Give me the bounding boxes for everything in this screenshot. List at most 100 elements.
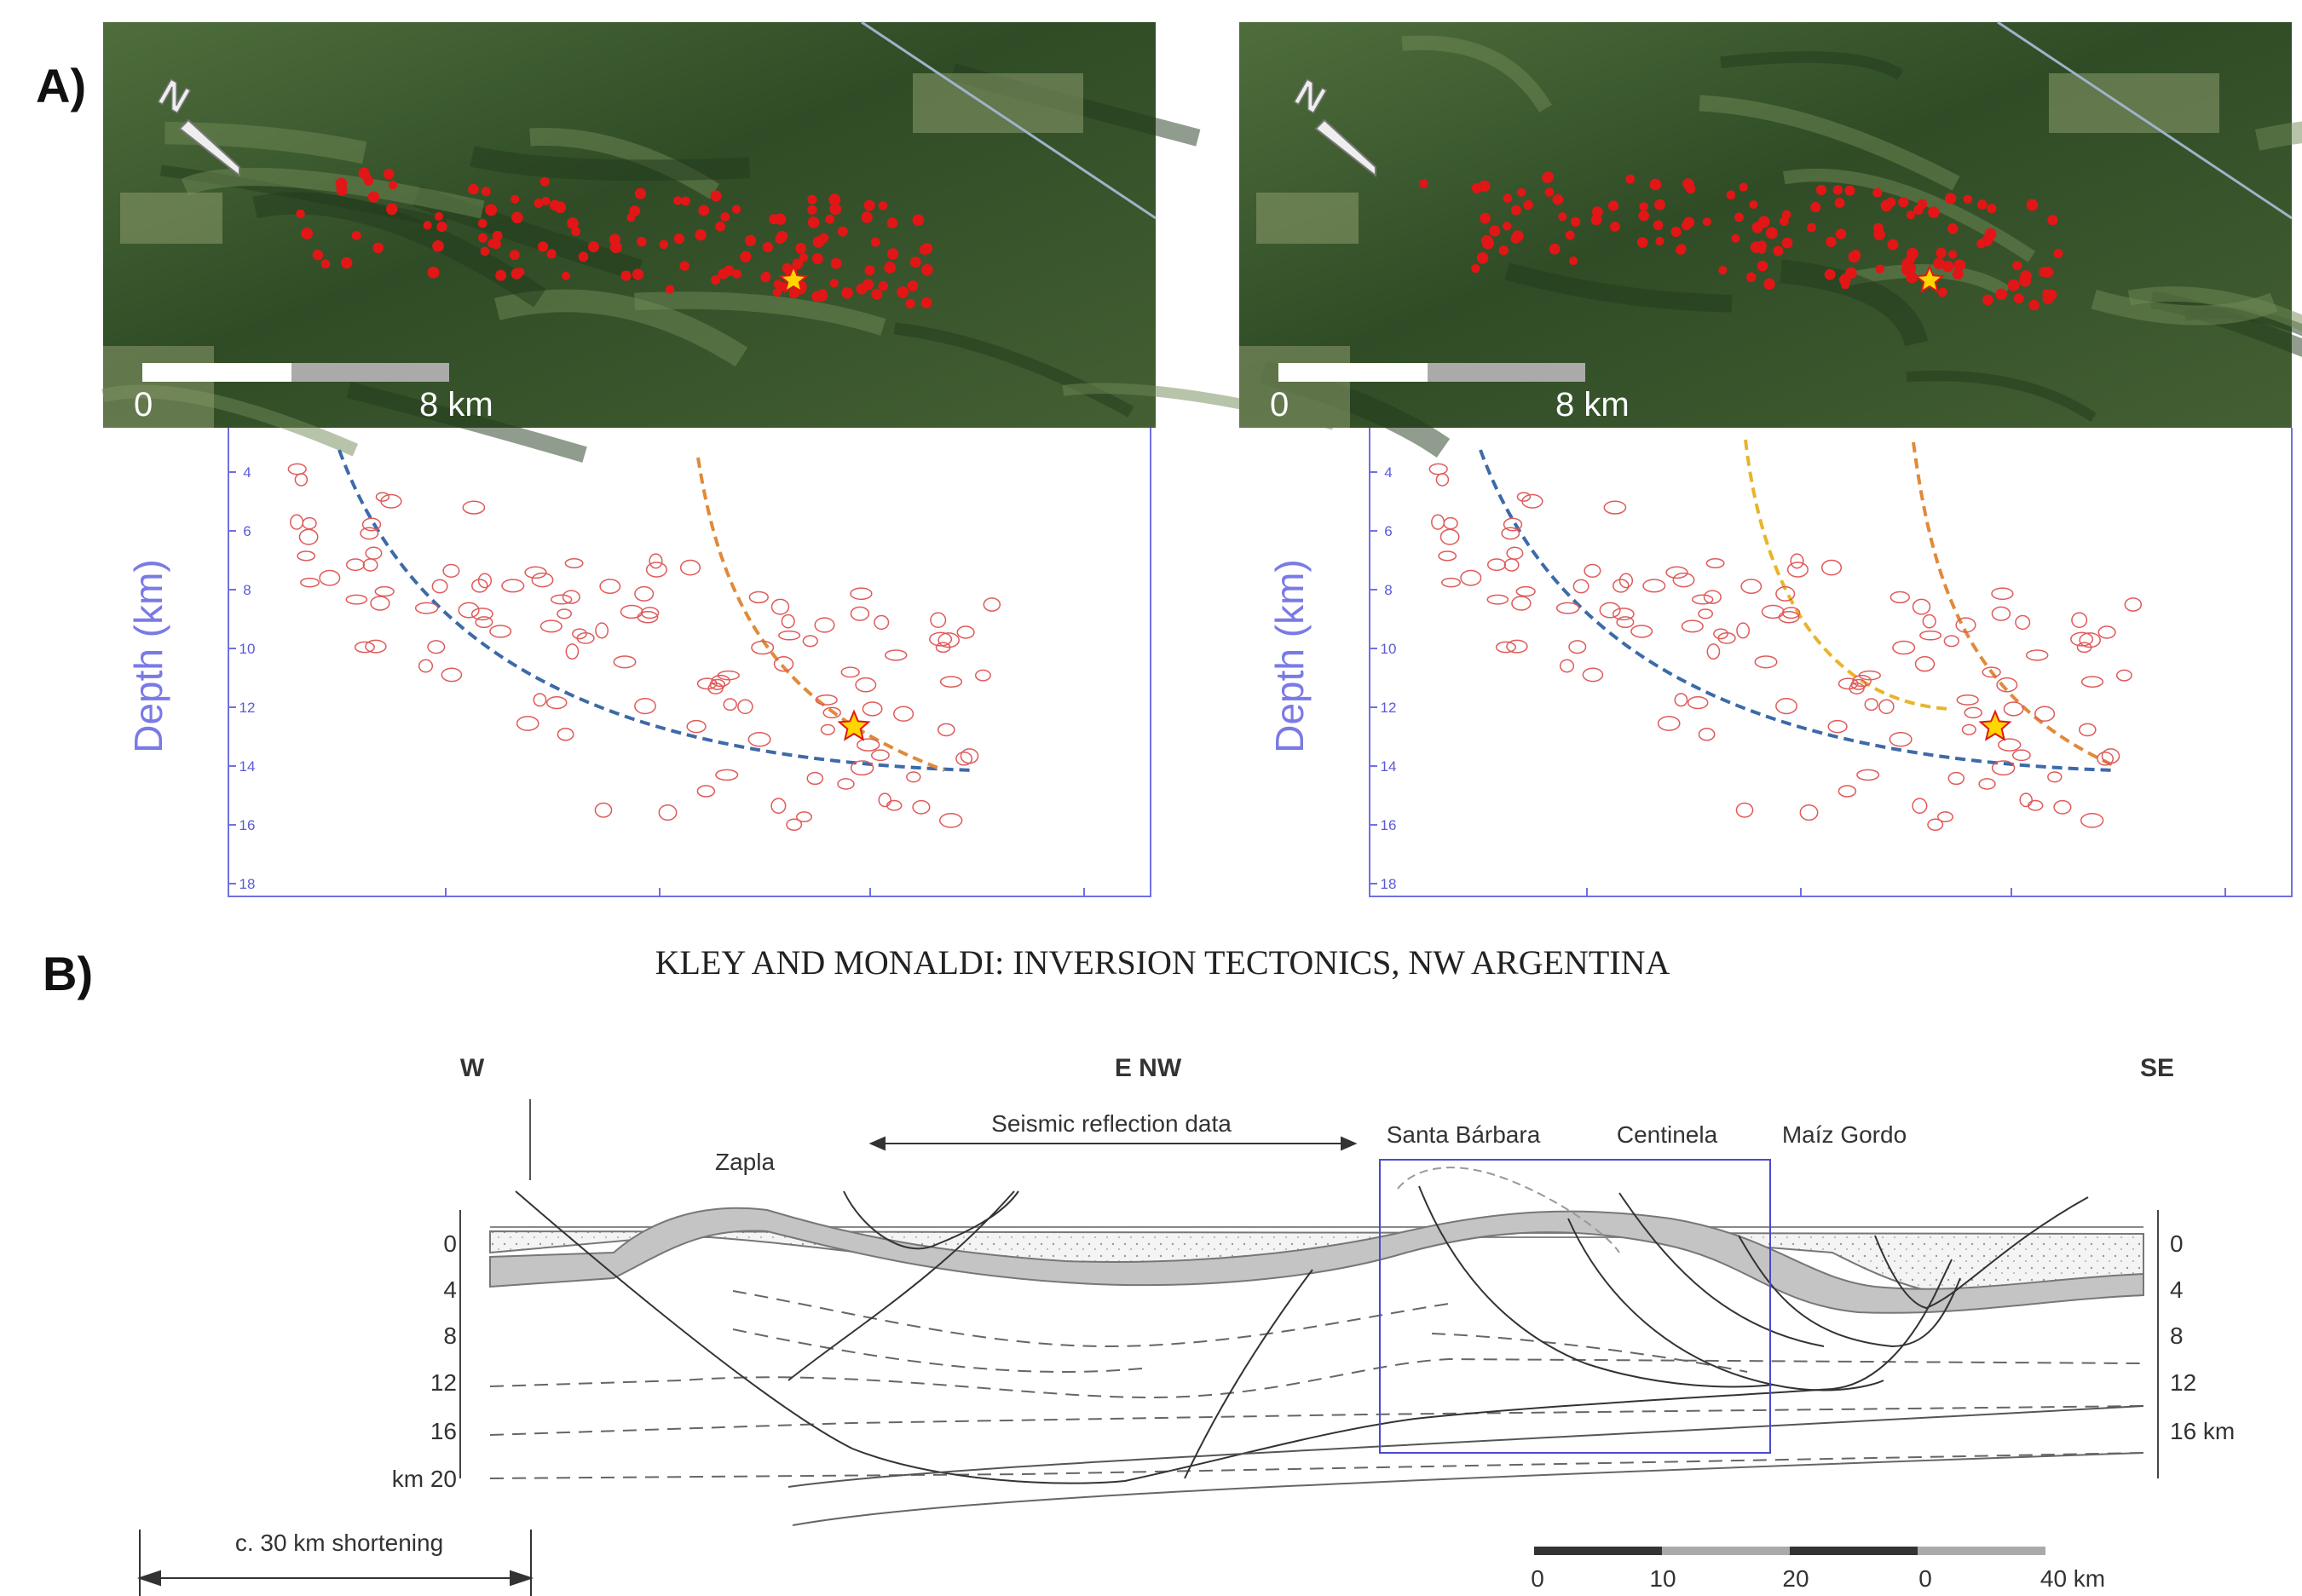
road (861, 20, 1157, 220)
hypocenter (539, 619, 563, 633)
hypocenter (1503, 558, 1520, 572)
epicenter (372, 242, 384, 254)
hypocenter (516, 716, 539, 731)
section-label: Santa Bárbara (1387, 1121, 1541, 1148)
depth-tick-label: 10 (239, 641, 256, 657)
epicenter (2012, 261, 2022, 271)
epicenter (561, 271, 571, 280)
depth-tick-label: 12 (1381, 700, 1397, 716)
hypocenter (2047, 771, 2063, 783)
epicenter (320, 259, 331, 269)
ridge (181, 167, 485, 219)
ridge (252, 192, 546, 308)
epicenter (1757, 260, 1768, 272)
north-arrow (178, 118, 240, 178)
hypocenter (2124, 597, 2143, 612)
hypocenter (564, 557, 584, 569)
epicenter (609, 233, 620, 245)
hypocenter (2115, 669, 2132, 682)
epicenter (509, 250, 520, 261)
hypocenter (1495, 641, 1516, 654)
depth-tick-label: 16 (1381, 817, 1397, 833)
epicenter (760, 272, 771, 283)
hypocenter (781, 614, 795, 629)
hypocenter (634, 585, 655, 602)
hypocenter (1827, 719, 1848, 734)
scale-label: 0 (1270, 386, 1289, 423)
epicenter (864, 265, 875, 276)
depth-tick-label: 14 (1381, 758, 1397, 775)
epicenter (1718, 266, 1728, 275)
hypocenter (871, 749, 890, 762)
epicenter (301, 228, 314, 239)
hypocenter (1927, 818, 1944, 832)
ridge (1401, 35, 1552, 112)
epicenter (340, 256, 353, 269)
hypocenter (815, 694, 838, 706)
hypocenter (1501, 527, 1520, 540)
epicenter (1638, 210, 1650, 222)
hypocenter (1516, 492, 1532, 502)
hypocenter (471, 579, 488, 593)
panel-label: B) (43, 947, 93, 1000)
ridge (1504, 262, 1733, 313)
fault-trace (338, 449, 975, 772)
epicenter (829, 203, 842, 216)
hypocenter (1914, 656, 1936, 672)
hypocenter (2027, 799, 2044, 811)
epicenter (1948, 250, 1958, 259)
hypocenter (1486, 558, 1507, 572)
epicenter (659, 239, 669, 250)
epicenter (1749, 200, 1758, 210)
epicenter (2026, 199, 2039, 211)
hypocenter (2003, 701, 2024, 717)
hypocenter (770, 798, 787, 815)
section-label: 16 (430, 1418, 457, 1444)
hypocenter (427, 640, 446, 654)
epicenter (776, 230, 788, 242)
hypocenter (2079, 723, 2097, 737)
epicenter (884, 262, 896, 274)
ridge (1720, 51, 1904, 80)
epicenter (1937, 287, 1947, 297)
hypocenter (298, 528, 319, 545)
epicenter (837, 226, 848, 237)
hypocenter (786, 818, 803, 832)
epicenter (434, 211, 444, 221)
epicenter (878, 280, 888, 291)
epicenter (2042, 266, 2054, 278)
hypocenter (1460, 569, 1482, 586)
epicenter (546, 249, 557, 259)
epicenter (2013, 293, 2024, 304)
hypocenter (533, 693, 547, 707)
hypocenter (715, 769, 739, 781)
epicenter (1523, 199, 1533, 210)
hypocenter (1996, 677, 2018, 693)
hypocenter (370, 596, 390, 611)
hypocenter (613, 655, 637, 669)
hypocenter (1754, 655, 1778, 669)
epicenter (711, 274, 721, 285)
epicenter (715, 221, 725, 232)
scale-label: 8 km (419, 386, 493, 423)
epicenter (1898, 197, 1909, 208)
fault-trace (1479, 449, 2116, 772)
scale-bar (142, 363, 291, 382)
hypocenter (599, 579, 621, 594)
hypocenter (1572, 579, 1589, 594)
hypocenter (470, 608, 493, 621)
hypocenter (1713, 628, 1728, 640)
hypocenter (442, 563, 460, 579)
epicenter (578, 251, 589, 262)
epicenter (679, 261, 689, 271)
hypocenter (640, 607, 660, 619)
section-label: 4 (2170, 1276, 2184, 1303)
hypocenter (1799, 804, 1819, 821)
hypocenter (441, 667, 463, 683)
hypocenter (362, 558, 378, 572)
epicenter (1503, 193, 1513, 203)
ridge (2150, 291, 2302, 358)
epicenter (468, 183, 479, 195)
section-label: 20 (1782, 1565, 1809, 1592)
